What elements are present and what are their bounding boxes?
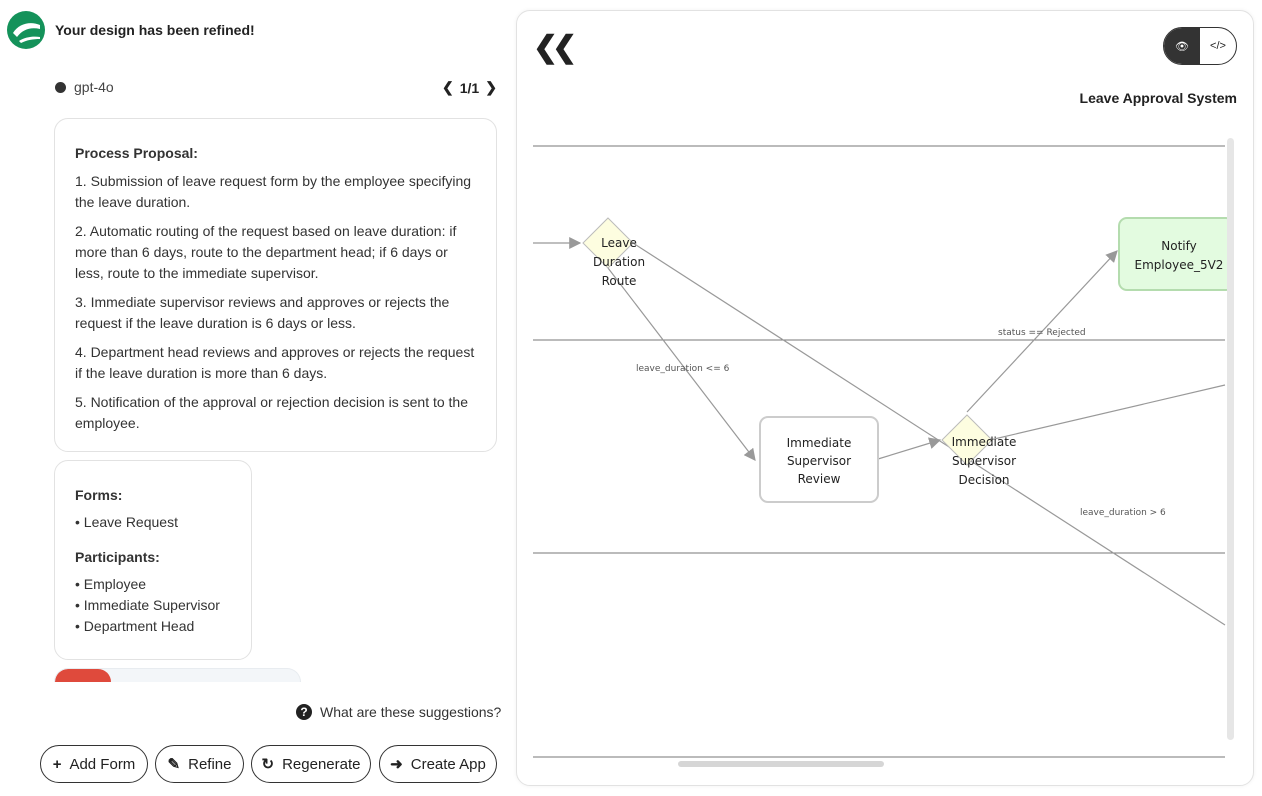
arrow-right-icon: ➜ xyxy=(390,756,403,773)
edge xyxy=(607,267,756,461)
process-proposal-card: Process Proposal: 1. Submission of leave… xyxy=(54,118,497,452)
node-label: Employee_5V2 xyxy=(1135,258,1224,272)
plus-icon: + xyxy=(52,755,62,773)
proposal-step: 4. Department head reviews and approves … xyxy=(75,344,475,381)
edge xyxy=(989,384,1226,441)
form-item: • Leave Request xyxy=(75,514,178,530)
proposal-step: 5. Notification of the approval or rejec… xyxy=(75,394,468,431)
code-icon[interactable]: </> xyxy=(1210,40,1226,52)
status-title: Your design has been refined! xyxy=(55,22,255,38)
create-app-button[interactable]: ➜ Create App xyxy=(379,745,497,783)
node-label: Supervisor xyxy=(787,454,851,468)
collapse-panel-icon[interactable]: ❮❮ xyxy=(533,31,577,64)
node-label: Supervisor xyxy=(952,454,1016,468)
help-label: What are these suggestions? xyxy=(320,704,502,720)
forms-participants-card: Forms: • Leave Request Participants: • E… xyxy=(54,460,252,660)
preview-eye-icon[interactable]: 👁 xyxy=(1164,28,1200,64)
suggestion-card-partial xyxy=(54,668,301,682)
chevron-left-icon[interactable]: ❮ xyxy=(442,79,454,95)
model-name: gpt-4o xyxy=(74,79,114,95)
page-indicator: 1/1 xyxy=(459,79,480,96)
node-label: Review xyxy=(798,472,841,486)
edge xyxy=(632,242,1226,626)
proposal-step: 1. Submission of leave request form by t… xyxy=(75,173,472,210)
node-label: Duration xyxy=(593,255,645,269)
gateway-supervisor-decision[interactable] xyxy=(941,414,993,466)
refresh-icon: ↻ xyxy=(261,756,275,773)
forms-heading: Forms: xyxy=(75,487,123,503)
node-label: Immediate xyxy=(787,436,852,450)
version-pager: ❮ 1/1 ❯ xyxy=(442,79,497,96)
create-app-label: Create App xyxy=(410,755,486,773)
gateway-leave-duration-route[interactable] xyxy=(582,217,634,269)
node-label: Immediate xyxy=(952,435,1017,449)
regenerate-label: Regenerate xyxy=(282,755,361,773)
diagram-horizontal-scrollbar[interactable] xyxy=(678,761,884,767)
app-logo xyxy=(7,11,45,49)
diagram-panel xyxy=(516,10,1254,786)
participant-item: • Department Head xyxy=(75,618,195,634)
task-notify-employee[interactable] xyxy=(1118,217,1228,291)
task-supervisor-review[interactable] xyxy=(759,416,879,503)
edge-label: status == Rejected xyxy=(998,328,1086,338)
diagram-title: Leave Approval System xyxy=(1079,90,1237,106)
edge-label: leave_duration > 6 xyxy=(1080,508,1166,518)
proposal-heading: Process Proposal: xyxy=(75,145,198,161)
regenerate-button[interactable]: ↻ Regenerate xyxy=(251,745,371,783)
add-form-button[interactable]: + Add Form xyxy=(40,745,148,783)
node-label: Leave xyxy=(601,236,637,250)
proposal-step: 2. Automatic routing of the request base… xyxy=(75,223,457,281)
question-circle-icon: ? xyxy=(296,704,312,720)
participants-heading: Participants: xyxy=(75,549,160,565)
add-form-label: Add Form xyxy=(69,755,136,773)
edit-icon: ✎ xyxy=(167,756,181,773)
node-label: Route xyxy=(602,274,637,288)
node-label: Notify xyxy=(1161,239,1196,253)
process-diagram[interactable]: Leave Duration Route Immediate Superviso… xyxy=(533,120,1228,760)
edge xyxy=(877,437,942,460)
chevron-right-icon[interactable]: ❯ xyxy=(485,79,497,95)
edge xyxy=(966,250,1118,413)
edge-label: leave_duration <= 6 xyxy=(636,364,730,374)
refine-label: Refine xyxy=(188,755,232,773)
proposal-step: 3. Immediate supervisor reviews and appr… xyxy=(75,294,450,331)
diagram-vertical-scrollbar[interactable] xyxy=(1227,138,1234,740)
refine-button[interactable]: ✎ Refine xyxy=(155,745,244,783)
node-label: Decision xyxy=(958,473,1009,487)
participant-item: • Immediate Supervisor xyxy=(75,597,220,613)
model-status-dot xyxy=(55,82,66,93)
participant-item: • Employee xyxy=(75,576,147,592)
view-toggle: 👁 </> xyxy=(1163,27,1237,65)
suggestions-help-link[interactable]: ? What are these suggestions? xyxy=(296,704,501,720)
